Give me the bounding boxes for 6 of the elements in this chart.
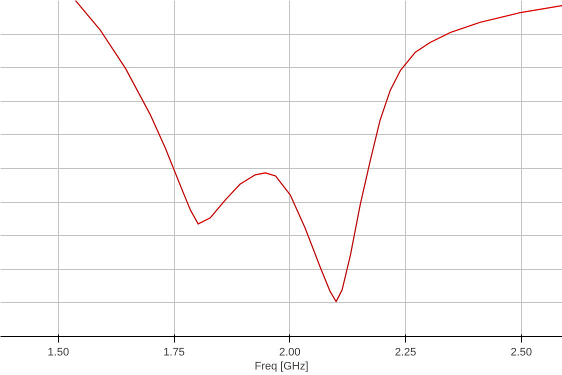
x-tick-label: 1.50 — [48, 346, 70, 358]
x-tick-label: 2.50 — [510, 346, 532, 358]
x-axis-title: Freq [GHz] — [254, 360, 308, 372]
x-tick-label: 2.25 — [394, 346, 416, 358]
x-tick-label: 2.00 — [279, 346, 301, 358]
x-tick-label: 1.75 — [163, 346, 185, 358]
